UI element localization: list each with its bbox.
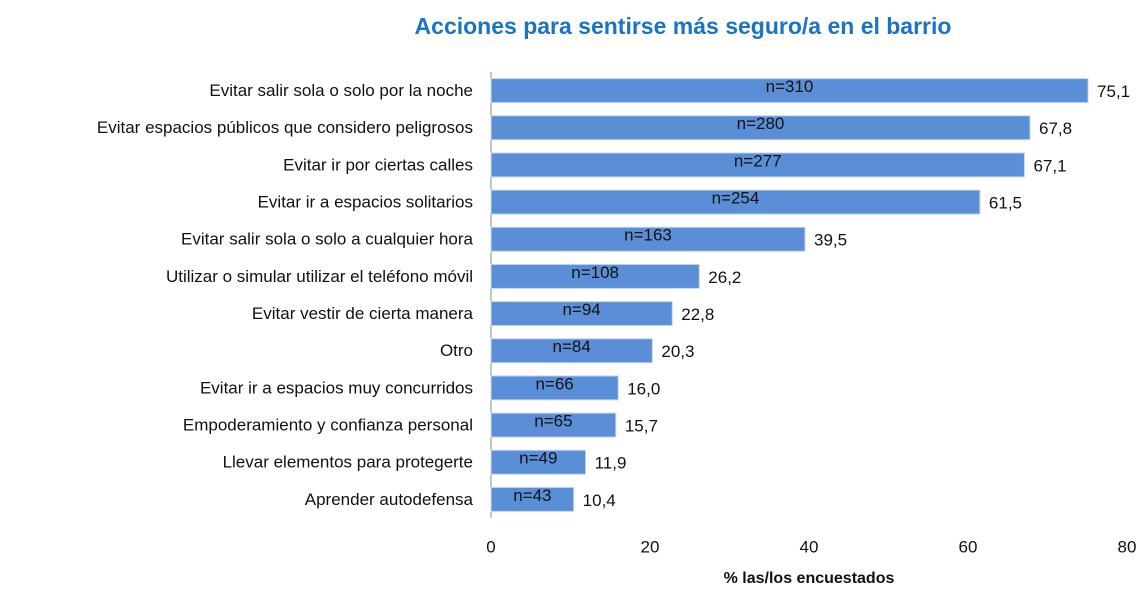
x-tick-label: 40 xyxy=(800,537,819,556)
bar xyxy=(490,226,806,252)
n-label: n=277 xyxy=(734,151,782,170)
n-label: n=49 xyxy=(519,449,557,468)
data-label: 11,9 xyxy=(595,454,627,473)
n-label: n=108 xyxy=(571,263,619,282)
data-label: 20,3 xyxy=(661,342,694,361)
bar xyxy=(490,152,1025,178)
n-label: n=43 xyxy=(513,486,551,505)
x-tick-label: 20 xyxy=(641,537,660,556)
bar xyxy=(490,486,575,512)
y-tick-label: Evitar salir sola o solo por la noche xyxy=(209,81,473,100)
data-label: 15,7 xyxy=(625,417,658,436)
y-tick-label: Evitar salir sola o solo a cualquier hor… xyxy=(181,230,474,249)
bar xyxy=(490,115,1031,141)
bar xyxy=(490,189,981,215)
bar xyxy=(490,449,587,475)
data-label: 67,8 xyxy=(1039,119,1072,138)
data-label: 67,1 xyxy=(1033,156,1066,175)
n-label: n=84 xyxy=(553,337,591,356)
n-label: n=280 xyxy=(737,114,785,133)
x-tick-label: 80 xyxy=(1118,537,1137,556)
data-label: 75,1 xyxy=(1097,82,1130,101)
y-tick-label: Evitar ir por ciertas calles xyxy=(283,155,473,174)
bar xyxy=(490,78,1089,104)
y-tick-label: Aprender autodefensa xyxy=(305,490,474,509)
y-tick-label: Evitar ir a espacios solitarios xyxy=(258,193,473,212)
y-tick-label: Empoderamiento y confianza personal xyxy=(183,416,473,435)
x-tick-label: 60 xyxy=(959,537,978,556)
y-tick-label: Otro xyxy=(440,341,473,360)
n-label: n=65 xyxy=(534,412,572,431)
x-tick-label: 0 xyxy=(486,537,495,556)
n-label: n=163 xyxy=(624,226,672,245)
n-label: n=310 xyxy=(766,77,814,96)
y-tick-label: Evitar ir a espacios muy concurridos xyxy=(200,378,473,397)
y-tick-label: Evitar espacios públicos que considero p… xyxy=(97,118,473,137)
bar xyxy=(490,338,653,364)
y-tick-label: Llevar elementos para protegerte xyxy=(223,453,473,472)
data-label: 22,8 xyxy=(681,305,714,324)
data-label: 39,5 xyxy=(814,231,847,250)
n-label: n=254 xyxy=(712,189,760,208)
data-label: 16,0 xyxy=(627,379,660,398)
bar xyxy=(490,301,673,327)
bar xyxy=(490,375,619,401)
chart-title: Acciones para sentirse más seguro/a en e… xyxy=(415,13,952,39)
data-label: 10,4 xyxy=(583,491,616,510)
data-label: 26,2 xyxy=(708,268,741,287)
n-label: n=94 xyxy=(562,300,600,319)
n-label: n=66 xyxy=(535,374,573,393)
bar xyxy=(490,263,700,289)
x-axis-label: % las/los encuestados xyxy=(724,570,895,587)
bar xyxy=(490,412,617,438)
y-tick-label: Evitar vestir de cierta manera xyxy=(252,304,474,323)
data-label: 61,5 xyxy=(989,194,1022,213)
y-tick-label: Utilizar o simular utilizar el teléfono … xyxy=(166,267,473,286)
